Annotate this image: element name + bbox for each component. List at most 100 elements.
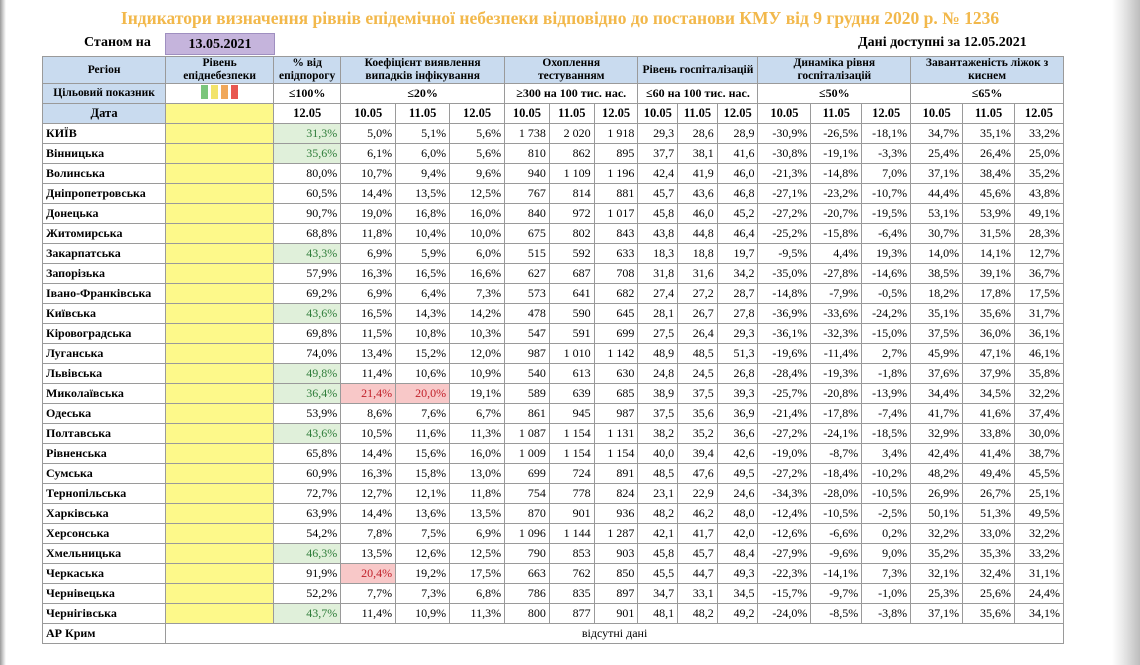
hospitalization-dynamics-cell: -15,8%	[810, 223, 863, 244]
date-cell: 12.05	[861, 103, 912, 124]
hospitalization-cell: 27,4	[637, 283, 679, 304]
oxygen-beds-cell: 35,6%	[962, 303, 1015, 324]
testing-cell: 1 738	[504, 123, 550, 144]
hospitalization-cell: 51,3	[716, 343, 759, 364]
detection-cell: 13,5%	[449, 503, 506, 524]
oxygen-beds-cell: 45,9%	[910, 343, 964, 364]
hospitalization-cell: 27,8	[716, 303, 759, 324]
hospitalization-cell: 40,0	[637, 443, 679, 464]
date-label: Дата	[41, 103, 167, 124]
hospitalization-dynamics-cell: -22,3%	[757, 563, 812, 584]
hospitalization-dynamics-cell: 2,7%	[861, 343, 912, 364]
table-row: Донецька 90,7% 19,0% 16,8% 16,0% 840 972 1 017 4…	[41, 203, 1065, 224]
hospitalization-dynamics-cell: -36,9%	[757, 303, 812, 324]
testing-cell: 708	[593, 263, 639, 284]
pct-threshold-cell: 54,2%	[273, 523, 342, 544]
detection-cell: 6,9%	[449, 523, 506, 544]
testing-cell: 987	[504, 343, 550, 364]
detection-cell: 16,5%	[395, 263, 451, 284]
detection-cell: 17,5%	[449, 563, 506, 584]
hospitalization-dynamics-cell: -10,7%	[861, 183, 912, 204]
testing-cell: 589	[504, 383, 550, 404]
testing-cell: 1 096	[504, 523, 550, 544]
hospitalization-dynamics-cell: -14,8%	[810, 163, 863, 184]
detection-cell: 6,9%	[340, 283, 397, 304]
date-cell: 10.05	[757, 103, 812, 124]
pct-threshold-cell: 65,8%	[273, 443, 342, 464]
level-cell	[165, 483, 275, 504]
table-row: Херсонська 54,2% 7,8% 7,5% 6,9% 1 096 1 144 1 2…	[41, 523, 1065, 544]
oxygen-beds-cell: 33,2%	[1013, 123, 1065, 144]
hospitalization-dynamics-cell: -18,5%	[861, 423, 912, 444]
detection-cell: 15,2%	[395, 343, 451, 364]
hospitalization-cell: 19,7	[716, 243, 759, 264]
hospitalization-cell: 22,9	[677, 483, 718, 504]
date-cell: 11.05	[548, 103, 595, 124]
detection-cell: 11,4%	[340, 603, 397, 624]
hospitalization-dynamics-cell: -21,4%	[757, 403, 812, 424]
hospitalization-cell: 28,6	[677, 123, 718, 144]
hospitalization-dynamics-cell: -1,8%	[861, 363, 912, 384]
region-name: Одеська	[41, 403, 167, 424]
level-cell	[165, 463, 275, 484]
testing-cell: 861	[504, 403, 550, 424]
testing-cell: 2 020	[548, 123, 595, 144]
pct-threshold-cell: 53,9%	[273, 403, 342, 424]
oxygen-beds-cell: 25,1%	[1013, 483, 1065, 504]
testing-cell: 945	[548, 403, 595, 424]
hospitalization-dynamics-cell: -19,3%	[810, 363, 863, 384]
testing-cell: 972	[548, 203, 595, 224]
hospitalization-cell: 42,0	[716, 523, 759, 544]
date-cell: 11.05	[677, 103, 718, 124]
target-testing: ≥300 на 100 тис. нас.	[504, 83, 639, 104]
hospitalization-cell: 37,7	[637, 143, 679, 164]
hospitalization-dynamics-cell: -20,8%	[810, 383, 863, 404]
oxygen-beds-cell: 37,1%	[910, 603, 964, 624]
table-row: Луганська 74,0% 13,4% 15,2% 12,0% 987 1 010 1 1…	[41, 343, 1065, 364]
region-name: Запорізька	[41, 263, 167, 284]
testing-cell: 835	[548, 583, 595, 604]
oxygen-beds-cell: 31,7%	[1013, 303, 1065, 324]
hospitalization-cell: 35,6	[677, 403, 718, 424]
oxygen-beds-cell: 50,1%	[910, 503, 964, 524]
detection-cell: 5,9%	[395, 243, 451, 264]
hospitalization-dynamics-cell: -15,7%	[757, 583, 812, 604]
hospitalization-cell: 48,0	[716, 503, 759, 524]
level-cell	[165, 143, 275, 164]
oxygen-beds-cell: 34,7%	[910, 123, 964, 144]
detection-cell: 20,0%	[395, 383, 451, 404]
pct-threshold-cell: 43,7%	[273, 603, 342, 624]
as-of-label: Станом на	[84, 35, 151, 50]
hospitalization-dynamics-cell: -33,6%	[810, 303, 863, 324]
testing-cell: 800	[504, 603, 550, 624]
hospitalization-dynamics-cell: -24,1%	[810, 423, 863, 444]
hospitalization-cell: 48,1	[637, 603, 679, 624]
hospitalization-cell: 28,9	[716, 123, 759, 144]
testing-cell: 895	[593, 143, 639, 164]
testing-cell: 824	[593, 483, 639, 504]
hospitalization-cell: 44,8	[677, 223, 718, 244]
oxygen-beds-cell: 32,4%	[962, 563, 1015, 584]
oxygen-beds-cell: 49,4%	[962, 463, 1015, 484]
testing-cell: 515	[504, 243, 550, 264]
oxygen-beds-cell: 37,6%	[910, 363, 964, 384]
detection-cell: 10,4%	[395, 223, 451, 244]
detection-cell: 16,5%	[340, 303, 397, 324]
oxygen-beds-cell: 18,2%	[910, 283, 964, 304]
pct-threshold-cell: 49,8%	[273, 363, 342, 384]
pct-threshold-cell: 43,6%	[273, 303, 342, 324]
oxygen-beds-cell: 17,5%	[1013, 283, 1065, 304]
testing-cell: 877	[548, 603, 595, 624]
detection-cell: 13,4%	[340, 343, 397, 364]
hospitalization-dynamics-cell: -27,2%	[757, 463, 812, 484]
testing-cell: 663	[504, 563, 550, 584]
testing-cell: 1 109	[548, 163, 595, 184]
table-row: Полтавська 43,6% 10,5% 11,6% 11,3% 1 087 1 154…	[41, 423, 1065, 444]
detection-cell: 8,6%	[340, 403, 397, 424]
hospitalization-cell: 39,3	[716, 383, 759, 404]
oxygen-beds-cell: 53,1%	[910, 203, 964, 224]
detection-cell: 5,6%	[449, 123, 506, 144]
detection-cell: 10,9%	[449, 363, 506, 384]
testing-cell: 1 010	[548, 343, 595, 364]
header-testing: Охоплення тестуванням	[504, 56, 639, 84]
